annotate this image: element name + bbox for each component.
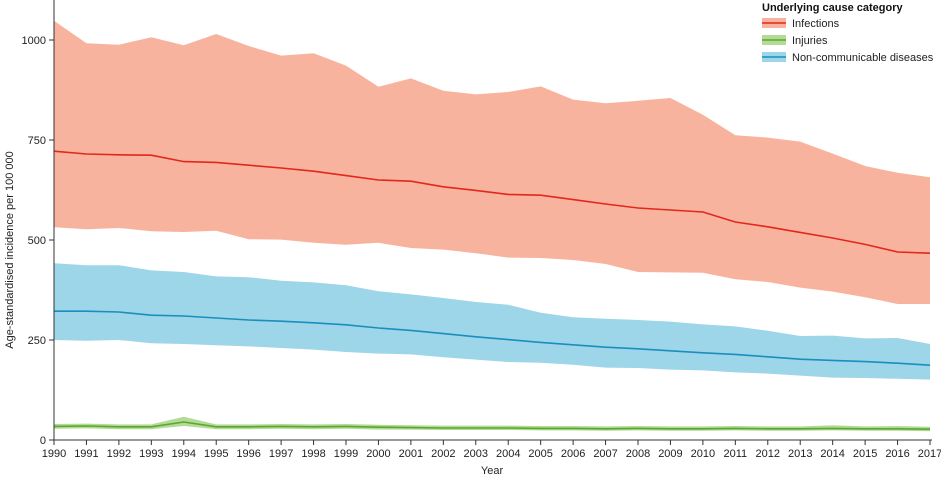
injuries-legend-label: Injuries bbox=[792, 35, 828, 47]
x-tick-label: 2005 bbox=[528, 448, 552, 460]
x-tick-label: 1991 bbox=[74, 448, 98, 460]
y-axis-title: Age-standardised incidence per 100 000 bbox=[4, 151, 16, 349]
y-tick-label: 750 bbox=[28, 135, 46, 147]
x-tick-label: 1999 bbox=[334, 448, 358, 460]
y-tick-label: 1000 bbox=[22, 35, 46, 47]
non-communicable-diseases-uncertainty-band bbox=[54, 263, 930, 380]
x-tick-label: 2002 bbox=[431, 448, 455, 460]
y-tick-label: 0 bbox=[40, 435, 46, 447]
x-tick-label: 2000 bbox=[366, 448, 390, 460]
x-tick-label: 2001 bbox=[399, 448, 423, 460]
x-tick-label: 2010 bbox=[691, 448, 715, 460]
injuries-uncertainty-band bbox=[54, 416, 930, 432]
x-tick-label: 2003 bbox=[464, 448, 488, 460]
x-tick-label: 2007 bbox=[593, 448, 617, 460]
injuries-line bbox=[53, 421, 931, 430]
x-tick-label: 1994 bbox=[172, 448, 196, 460]
x-axis-title: Year bbox=[481, 465, 504, 477]
x-tick-label: 1993 bbox=[139, 448, 163, 460]
x-tick-label: 1998 bbox=[301, 448, 325, 460]
x-tick-label: 2004 bbox=[496, 448, 520, 460]
non-communicable-diseases-line bbox=[54, 310, 931, 366]
x-tick-label: 1996 bbox=[236, 448, 260, 460]
x-ticks: 1990 1991 1992 1993 1994 1995 1996 1997 1998 1999… bbox=[42, 440, 941, 460]
x-tick-label: 2006 bbox=[561, 448, 585, 460]
x-tick-label: 2008 bbox=[626, 448, 650, 460]
x-tick-label: 2015 bbox=[853, 448, 877, 460]
x-tick-label: 2016 bbox=[885, 448, 909, 460]
non-communicable-diseases-legend-label: Non-communicable diseases bbox=[792, 52, 934, 64]
y-tick-label: 250 bbox=[28, 335, 46, 347]
legend-title: Underlying cause category bbox=[762, 2, 903, 14]
series-lines bbox=[53, 150, 931, 430]
x-tick-label: 2017 bbox=[918, 448, 941, 460]
x-tick-label: 2011 bbox=[724, 448, 748, 460]
x-tick-label: 2013 bbox=[788, 448, 812, 460]
x-tick-label: 1997 bbox=[269, 448, 293, 460]
x-tick-label: 2009 bbox=[658, 448, 682, 460]
x-tick-label: 1992 bbox=[107, 448, 131, 460]
x-tick-label: 2012 bbox=[756, 448, 780, 460]
infections-line bbox=[53, 150, 931, 254]
infections-uncertainty-band bbox=[54, 20, 930, 305]
confidence-bands bbox=[54, 20, 930, 432]
infections-legend-label: Infections bbox=[792, 18, 840, 30]
legend-items: Infections Injuries Non-communicable disea… bbox=[762, 18, 934, 64]
axes bbox=[53, 0, 932, 441]
y-ticks: 0 250 500 750 1000 bbox=[22, 35, 54, 447]
legend: Underlying cause category Infections Inju… bbox=[762, 2, 934, 64]
x-tick-label: 2014 bbox=[820, 448, 844, 460]
x-tick-label: 1990 bbox=[42, 448, 66, 460]
x-tick-label: 1995 bbox=[204, 448, 228, 460]
y-tick-label: 500 bbox=[28, 235, 46, 247]
